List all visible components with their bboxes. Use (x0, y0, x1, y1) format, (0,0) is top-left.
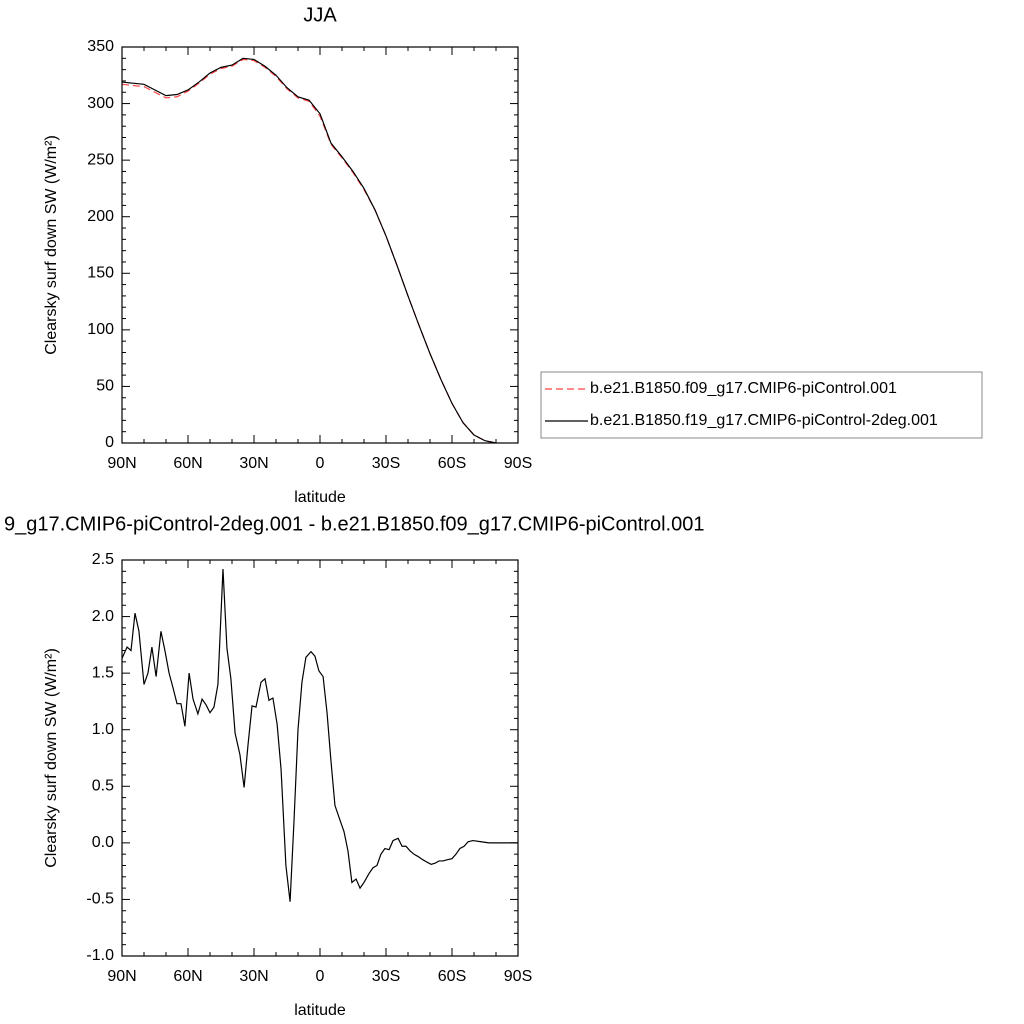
plot-frame (121, 559, 519, 957)
x-tick-label: 60N (173, 455, 202, 472)
y-tick-label: 0.0 (92, 834, 114, 851)
y-tick-label: 200 (87, 208, 114, 225)
x-axis-label: latitude (294, 489, 346, 506)
y-tick-label: 2.0 (92, 608, 114, 625)
y-tick-label: -0.5 (86, 891, 114, 908)
x-tick-label: 30N (239, 455, 268, 472)
x-tick-label: 90S (504, 455, 532, 472)
y-tick-label: 150 (87, 265, 114, 282)
y-tick-label: -1.0 (86, 947, 114, 964)
y-tick-label: 1.5 (92, 664, 114, 681)
x-tick-label: 30S (372, 455, 400, 472)
legend-box (540, 371, 983, 439)
y-axis-label: Clearsky surf down SW (W/m²) (43, 648, 60, 868)
y-tick-label: 1.0 (92, 721, 114, 738)
x-tick-label: 60N (173, 968, 202, 985)
x-tick-label: 30S (372, 968, 400, 985)
x-tick-label: 60S (438, 968, 466, 985)
x-tick-label: 0 (316, 455, 325, 472)
plot-frame (121, 46, 519, 444)
y-tick-label: 350 (87, 38, 114, 55)
legend-label: b.e21.B1850.f19_g17.CMIP6-piControl-2deg… (590, 412, 938, 429)
y-tick-label: 300 (87, 95, 114, 112)
y-tick-label: 0 (105, 434, 114, 451)
y-tick-label: 0.5 (92, 778, 114, 795)
x-tick-label: 90N (107, 968, 136, 985)
x-tick-label: 30N (239, 968, 268, 985)
x-tick-label: 0 (316, 968, 325, 985)
data-line (121, 57, 497, 444)
data-line (121, 58, 497, 444)
x-axis-label: latitude (294, 1002, 346, 1019)
legend-label: b.e21.B1850.f09_g17.CMIP6-piControl.001 (590, 380, 897, 397)
chart-title: JJA (303, 4, 337, 26)
x-tick-label: 90S (504, 968, 532, 985)
y-axis-label: Clearsky surf down SW (W/m²) (43, 135, 60, 355)
y-tick-label: 2.5 (92, 551, 114, 568)
y-tick-label: 100 (87, 321, 114, 338)
chart-title: 9_g17.CMIP6-piControl-2deg.001 - b.e21.B… (4, 513, 704, 535)
x-tick-label: 60S (438, 455, 466, 472)
data-line (121, 569, 518, 902)
y-tick-label: 50 (96, 378, 114, 395)
x-tick-label: 90N (107, 455, 136, 472)
y-tick-label: 250 (87, 151, 114, 168)
